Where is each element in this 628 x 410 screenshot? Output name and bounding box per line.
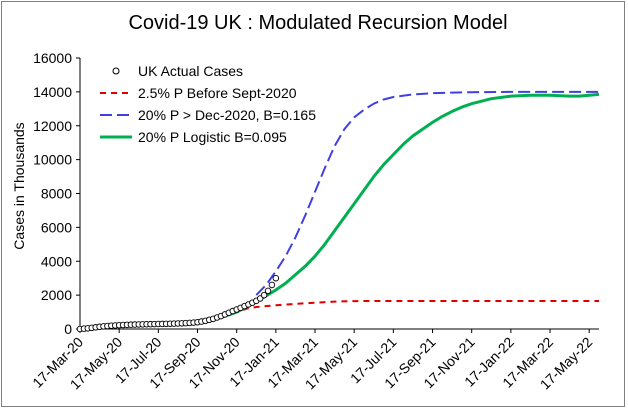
y-tick-label: 4000 xyxy=(41,253,72,269)
y-tick-label: 6000 xyxy=(41,219,72,235)
chart-title: Covid-19 UK : Modulated Recursion Model xyxy=(128,12,507,34)
y-tick-label: 16000 xyxy=(33,50,72,66)
series-line-2 xyxy=(255,90,599,296)
legend: UK Actual Cases 2.5% P Before Sept-2020 20… xyxy=(100,63,316,145)
legend-marker xyxy=(112,67,120,75)
y-tick-label: 0 xyxy=(64,321,72,337)
y-tick-label: 12000 xyxy=(33,118,72,134)
plot-area: 020004000600080001000012000140001600017-… xyxy=(29,50,600,392)
legend-entry: 2.5% P Before Sept-2020 xyxy=(138,85,297,101)
y-axis-label: Cases in Thousands xyxy=(11,122,27,249)
y-tick-label: 2000 xyxy=(41,287,72,303)
y-tick-label: 10000 xyxy=(33,152,72,168)
actual-case-point xyxy=(272,274,280,282)
actual-case-point xyxy=(260,291,268,299)
y-tick-label: 8000 xyxy=(41,186,72,202)
legend-entry: 20% P > Dec-2020, B=0.165 xyxy=(138,107,316,123)
legend-entry: UK Actual Cases xyxy=(138,63,243,79)
legend-entry: 20% P Logistic B=0.095 xyxy=(138,129,287,145)
actual-case-point xyxy=(268,281,276,289)
y-tick-label: 14000 xyxy=(33,84,72,100)
actual-case-point xyxy=(264,287,272,295)
